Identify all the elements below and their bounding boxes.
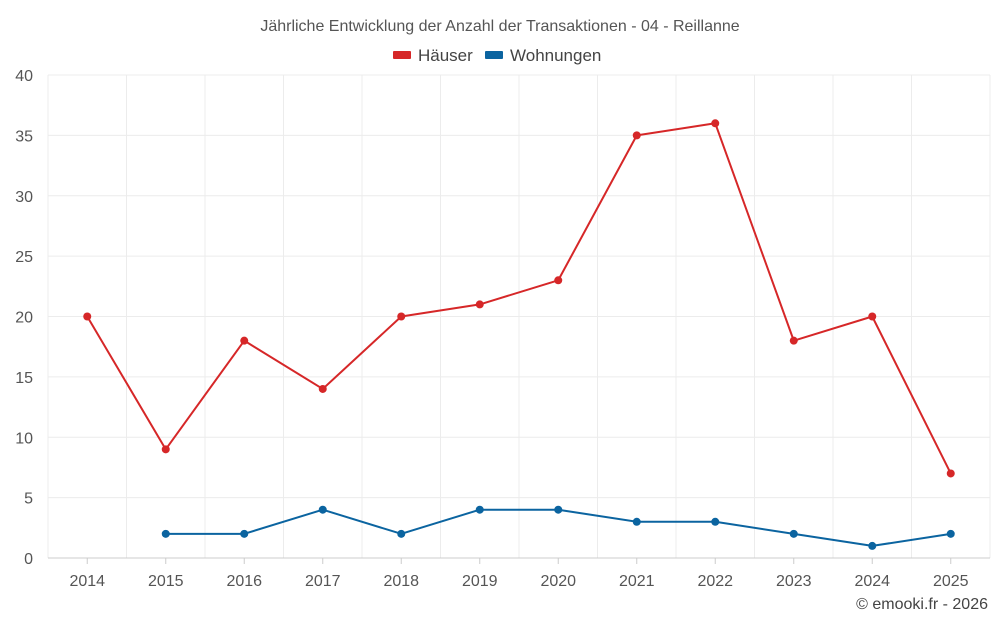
data-point-wohnungen[interactable] — [161, 529, 170, 538]
y-tick-label: 0 — [24, 551, 33, 568]
data-point-hauser[interactable] — [789, 336, 798, 345]
data-point-wohnungen[interactable] — [554, 505, 563, 514]
data-point-hauser[interactable] — [161, 445, 170, 454]
series-line-hauser — [86, 122, 952, 474]
x-tick-label: 2019 — [462, 573, 498, 590]
x-tick-label: 2021 — [619, 573, 655, 590]
data-point-wohnungen[interactable] — [868, 541, 877, 550]
data-point-wohnungen[interactable] — [946, 529, 955, 538]
y-tick-label: 15 — [15, 370, 33, 387]
data-point-hauser[interactable] — [318, 384, 327, 393]
x-tick-label: 2015 — [148, 573, 184, 590]
data-point-hauser[interactable] — [946, 469, 955, 478]
grid — [47, 74, 991, 558]
data-point-hauser[interactable] — [397, 312, 406, 321]
data-point-wohnungen[interactable] — [475, 505, 484, 514]
legend-label-wohnungen[interactable]: Wohnungen — [510, 46, 601, 65]
y-tick-label: 25 — [15, 249, 33, 266]
x-tick-label: 2023 — [776, 573, 812, 590]
data-point-hauser[interactable] — [711, 119, 720, 128]
y-tick-label: 20 — [15, 310, 33, 327]
legend-swatch-wohnungen — [485, 51, 503, 59]
y-tick-label: 35 — [15, 128, 33, 145]
data-point-hauser[interactable] — [475, 300, 484, 309]
data-point-hauser[interactable] — [868, 312, 877, 321]
x-tick-label: 2022 — [697, 573, 733, 590]
chart-title: Jährliche Entwicklung der Anzahl der Tra… — [260, 18, 739, 35]
y-tick-label: 10 — [15, 430, 33, 447]
data-point-wohnungen[interactable] — [711, 517, 720, 526]
data-point-hauser[interactable] — [240, 336, 249, 345]
data-point-wohnungen[interactable] — [240, 529, 249, 538]
data-point-wohnungen[interactable] — [789, 529, 798, 538]
y-tick-label: 30 — [15, 189, 33, 206]
credit-text: © emooki.fr - 2026 — [856, 596, 988, 613]
x-tick-label: 2016 — [226, 573, 262, 590]
data-point-wohnungen[interactable] — [318, 505, 327, 514]
data-point-wohnungen[interactable] — [632, 517, 641, 526]
x-tick-label: 2025 — [933, 573, 969, 590]
x-tick-label: 2024 — [854, 573, 890, 590]
y-tick-label: 40 — [15, 68, 33, 85]
x-tick-label: 2020 — [540, 573, 576, 590]
x-tick-label: 2017 — [305, 573, 341, 590]
legend: Häuser Wohnungen — [393, 46, 601, 65]
data-point-wohnungen[interactable] — [397, 529, 406, 538]
x-tick-label: 2014 — [69, 573, 105, 590]
series — [83, 119, 955, 550]
x-axis: 2014 2015 2016 2017 2018 2019 2020 2021 2022 2023… — [48, 557, 990, 590]
data-point-hauser[interactable] — [632, 131, 641, 140]
y-tick-label: 5 — [24, 491, 33, 508]
data-point-hauser[interactable] — [83, 312, 92, 321]
legend-label-hauser[interactable]: Häuser — [418, 46, 473, 65]
y-axis: 0 5 10 15 20 25 30 35 40 — [15, 68, 33, 568]
legend-swatch-hauser — [393, 51, 411, 59]
x-tick-label: 2018 — [383, 573, 419, 590]
data-point-hauser[interactable] — [554, 276, 563, 285]
